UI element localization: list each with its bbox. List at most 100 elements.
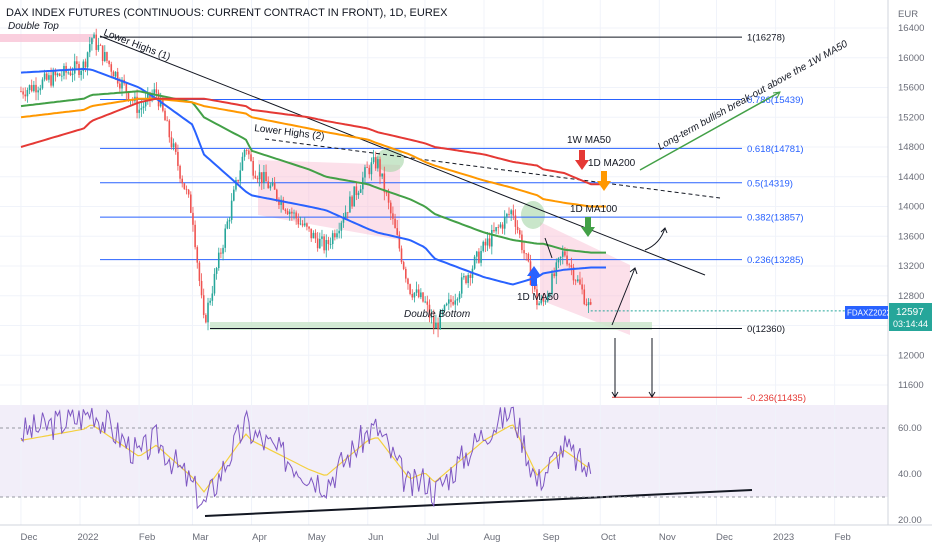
candle-body [136,96,138,113]
candle-body [321,236,323,239]
price-tick-label: 12000 [898,350,924,361]
candle-body [334,233,336,238]
candle-body [106,52,108,61]
candle-body [95,34,98,50]
candle-body [226,221,229,229]
time-label: May [308,532,326,543]
candle-body [501,224,504,229]
candle-body [370,162,373,175]
candle-body [301,223,304,226]
candle-body [581,284,583,290]
candle-body [198,262,201,281]
candle-body [424,301,426,303]
time-label: 2023 [773,532,794,543]
candle-body [499,224,502,228]
candle-body [93,34,95,39]
candle-body [389,202,392,214]
candle-body [387,193,390,203]
candle-body [450,299,452,302]
candle-body [553,273,555,277]
candle-body [413,292,416,298]
candle-body [428,304,431,318]
candle-body [45,73,48,80]
rsi-trendline [204,489,753,517]
rsi-ticks: 60.00 40.00 20.00 [898,423,922,526]
time-label: Dec [716,532,733,543]
candle-body [398,234,401,249]
candle-body [458,293,461,300]
candle-body [114,71,117,77]
candle-body [24,94,27,97]
currency-label: EUR [898,9,918,20]
candle-body [402,262,405,269]
candle-body [91,38,93,45]
ma-line-1d-ma50 [20,67,606,286]
candle-body [308,226,310,229]
candle-body [579,279,581,285]
candle-body [366,167,368,169]
candle-body [551,273,553,295]
rsi-tick-label: 60.00 [898,423,922,434]
candle-body [119,83,121,89]
candle-body [174,143,177,152]
time-label: Feb [139,532,155,543]
ma-1d100-arrow [581,217,595,237]
candle-body [271,182,274,186]
bullish-breakout-line [639,91,781,171]
candle-body [445,303,448,306]
fib-lines: 1(16278) 0.786(15439) 0.618(14781) 0.5(1431… [100,33,806,404]
candle-body [147,92,149,99]
price-tick-label: 12800 [898,291,924,302]
candle-body [276,189,278,200]
candle-body [508,213,510,215]
price-tick-label: 16400 [898,23,924,34]
candle-body [512,210,515,216]
candle-body [357,192,360,196]
fib-label: 0.618(14781) [747,144,804,155]
candle-body [69,72,72,76]
candle-body [295,212,297,219]
candle-body [241,156,244,171]
candle-body [484,241,487,246]
candle-body [452,301,454,305]
candle-body [536,289,538,306]
candle-body [372,157,375,163]
candle-body [379,159,381,177]
candle-body [566,255,568,265]
candle-body [585,304,588,306]
candle-body [250,154,252,161]
candle-body [497,227,500,228]
candle-body [570,265,573,268]
candle-body [400,248,403,263]
candle-body [583,289,586,305]
candle-body [430,316,433,318]
time-label: Jul [427,532,439,543]
rsi-line [20,406,592,510]
candle-body [258,172,261,180]
candle-body [153,89,156,95]
candle-body [222,247,224,254]
price-ticks: 16400 16000 15600 15200 14800 14400 14000 13600… [898,23,924,391]
candle-body [411,294,414,298]
candle-body [448,299,450,304]
candle-body [495,227,497,232]
candle-body [239,170,242,182]
candle-body [269,185,272,189]
candle-body [568,264,571,266]
candle-body [377,159,379,169]
projection-down-arrow-2 [648,338,656,398]
candle-body [549,294,551,296]
candle-body [478,251,480,263]
candle-body [405,268,407,279]
candle-body [224,228,227,248]
candle-body [76,61,78,65]
candle-body [185,189,188,191]
candle-body [316,238,319,249]
candle-body [493,230,495,232]
ma-1w50-label: 1W MA50 [567,135,611,146]
ticker-badge [845,306,888,319]
candle-body [475,251,478,257]
candle-body [435,322,437,329]
